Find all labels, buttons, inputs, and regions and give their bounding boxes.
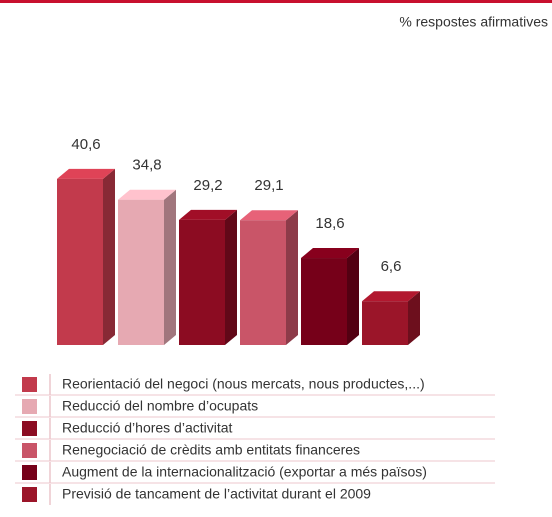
legend-label: Renegociació de crèdits amb entitats fin… (62, 442, 360, 458)
top-rule (0, 0, 552, 3)
bar (118, 199, 164, 345)
bar-side (347, 248, 359, 345)
legend-label: Reorientació del negoci (nous mercats, n… (62, 376, 425, 392)
bar-top (118, 189, 176, 200)
bar (362, 301, 408, 345)
chart-subtitle: % respostes afirmatives (399, 14, 548, 30)
legend-swatch (22, 465, 37, 480)
bar-top (179, 209, 237, 220)
bar-top (362, 291, 420, 302)
value-label: 34,8 (132, 157, 161, 174)
value-label: 29,1 (254, 177, 283, 194)
bar (179, 219, 225, 345)
bar-side (408, 291, 420, 345)
legend-label: Reducció del nombre d’ocupats (62, 398, 258, 414)
bar-side (103, 168, 115, 345)
legend-label: Reducció d’hores d’activitat (62, 420, 233, 436)
bar-side (286, 210, 298, 345)
bar (57, 178, 103, 345)
value-label: 29,2 (193, 177, 222, 194)
legend-label: Augment de la internacionalització (expo… (62, 464, 427, 480)
bar-side (225, 209, 237, 345)
value-label: 6,6 (381, 258, 402, 275)
bar (301, 258, 347, 345)
legend-swatch (22, 421, 37, 436)
bar-top (301, 248, 359, 259)
bar-top (57, 168, 115, 179)
legend-label: Previsió de tancament de l’activitat dur… (62, 486, 371, 502)
legend-swatch (22, 377, 37, 392)
value-label: 18,6 (315, 215, 344, 232)
bar-top (240, 210, 298, 221)
legend-swatch (22, 487, 37, 502)
bar (240, 220, 286, 345)
value-label: 40,6 (71, 136, 100, 153)
legend-swatch (22, 399, 37, 414)
legend-swatch (22, 443, 37, 458)
bar-side (164, 189, 176, 345)
